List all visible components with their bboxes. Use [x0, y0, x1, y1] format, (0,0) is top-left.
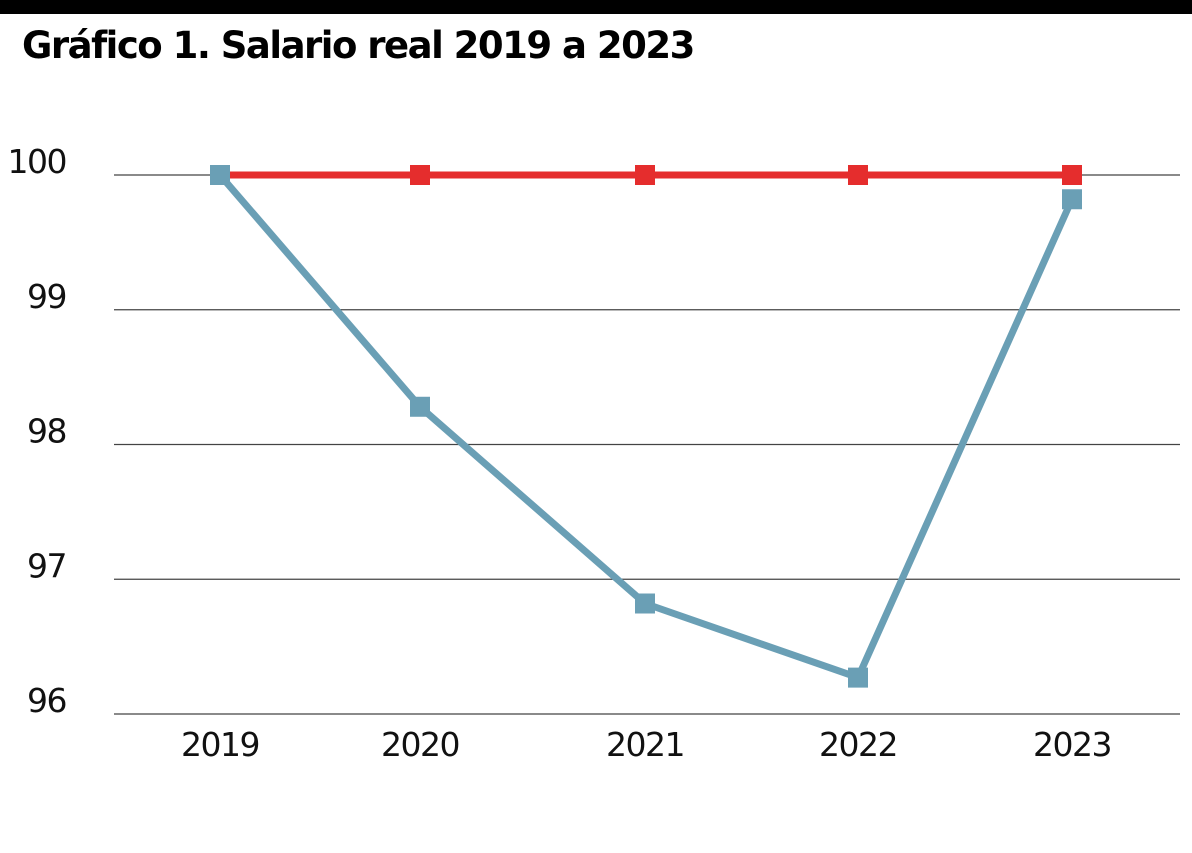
series-1	[210, 165, 1082, 185]
y-tick-label: 96	[27, 681, 66, 720]
data-point-marker	[210, 165, 230, 185]
x-tick-label: 2023	[1033, 725, 1111, 764]
y-tick-label: 100	[8, 142, 67, 181]
x-axis-tick-labels: 2019 2020 2021 2022 2023	[181, 725, 1112, 764]
y-tick-label: 98	[27, 412, 66, 451]
x-tick-label: 2019	[181, 725, 259, 764]
grid-lines	[114, 174, 1180, 715]
data-point-marker	[848, 667, 868, 688]
data-point-marker	[635, 593, 655, 614]
series-2	[210, 165, 1082, 688]
x-tick-label: 2022	[819, 725, 897, 764]
y-axis-tick-labels: 100 99 98 97 96	[8, 142, 68, 720]
top-bar	[0, 0, 1192, 14]
x-tick-label: 2021	[606, 725, 684, 764]
chart-title: Gráfico 1. Salario real 2019 a 2023	[22, 24, 695, 67]
x-tick-label: 2020	[381, 725, 459, 764]
y-tick-label: 99	[27, 277, 66, 316]
series-layer	[210, 165, 1082, 688]
data-point-marker	[410, 396, 430, 417]
data-point-marker	[848, 165, 868, 185]
y-tick-label: 97	[27, 546, 66, 585]
data-point-marker	[635, 165, 655, 185]
data-point-marker	[410, 165, 430, 185]
data-point-marker	[1062, 165, 1082, 185]
data-point-marker	[1062, 189, 1082, 210]
